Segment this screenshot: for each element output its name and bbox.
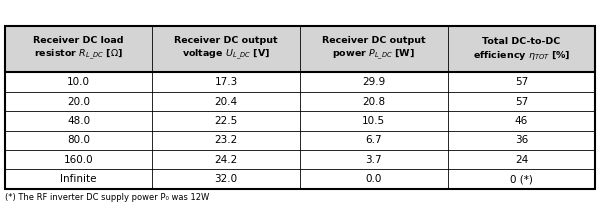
- Text: 57: 57: [515, 77, 528, 87]
- Text: 23.2: 23.2: [215, 135, 238, 145]
- Text: 0 (*): 0 (*): [510, 174, 533, 184]
- Text: 29.9: 29.9: [362, 77, 385, 87]
- Text: 160.0: 160.0: [64, 155, 94, 165]
- Text: Receiver DC load
resistor $R_{L\_DC}$ [$\Omega$]: Receiver DC load resistor $R_{L\_DC}$ [$…: [34, 36, 124, 62]
- Text: 3.7: 3.7: [365, 155, 382, 165]
- Text: 80.0: 80.0: [67, 135, 90, 145]
- Text: 6.7: 6.7: [365, 135, 382, 145]
- Text: 57: 57: [515, 97, 528, 107]
- Text: 10.0: 10.0: [67, 77, 90, 87]
- Text: Total DC-to-DC
efficiency $\eta_{TOT}$ [%]: Total DC-to-DC efficiency $\eta_{TOT}$ […: [473, 37, 570, 62]
- Text: 17.3: 17.3: [215, 77, 238, 87]
- Text: Receiver DC output
voltage $U_{L\_DC}$ [V]: Receiver DC output voltage $U_{L\_DC}$ […: [175, 36, 278, 62]
- Text: (*) The RF inverter DC supply power P₀ was 12W: (*) The RF inverter DC supply power P₀ w…: [5, 193, 209, 202]
- Text: 22.5: 22.5: [215, 116, 238, 126]
- Bar: [5, 26, 595, 72]
- Bar: [5, 26, 595, 189]
- Text: Receiver DC output
power $P_{L\_DC}$ [W]: Receiver DC output power $P_{L\_DC}$ [W]: [322, 36, 425, 62]
- Text: 0.0: 0.0: [365, 174, 382, 184]
- Text: 20.4: 20.4: [215, 97, 238, 107]
- Text: 20.8: 20.8: [362, 97, 385, 107]
- Text: 46: 46: [515, 116, 528, 126]
- Text: 20.0: 20.0: [67, 97, 90, 107]
- Text: 36: 36: [515, 135, 528, 145]
- Text: 24: 24: [515, 155, 528, 165]
- Text: 48.0: 48.0: [67, 116, 90, 126]
- Text: 10.5: 10.5: [362, 116, 385, 126]
- Text: 32.0: 32.0: [215, 174, 238, 184]
- Text: Infinite: Infinite: [61, 174, 97, 184]
- Text: 24.2: 24.2: [215, 155, 238, 165]
